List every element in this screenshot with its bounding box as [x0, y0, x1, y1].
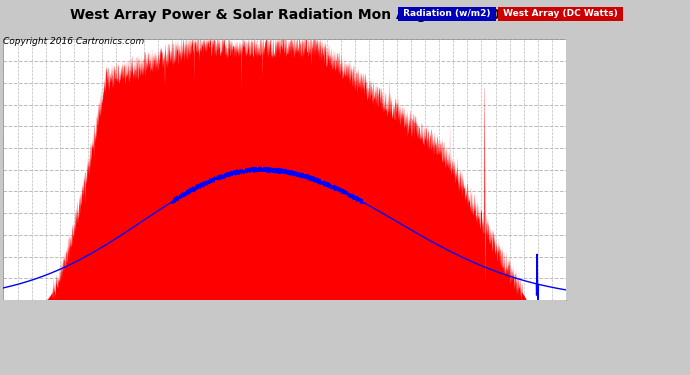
Text: Copyright 2016 Cartronics.com: Copyright 2016 Cartronics.com — [3, 38, 145, 46]
Text: Radiation (w/m2): Radiation (w/m2) — [400, 9, 494, 18]
Text: West Array (DC Watts): West Array (DC Watts) — [500, 9, 621, 18]
Text: West Array Power & Solar Radiation Mon Aug 22 19:40: West Array Power & Solar Radiation Mon A… — [70, 8, 500, 21]
